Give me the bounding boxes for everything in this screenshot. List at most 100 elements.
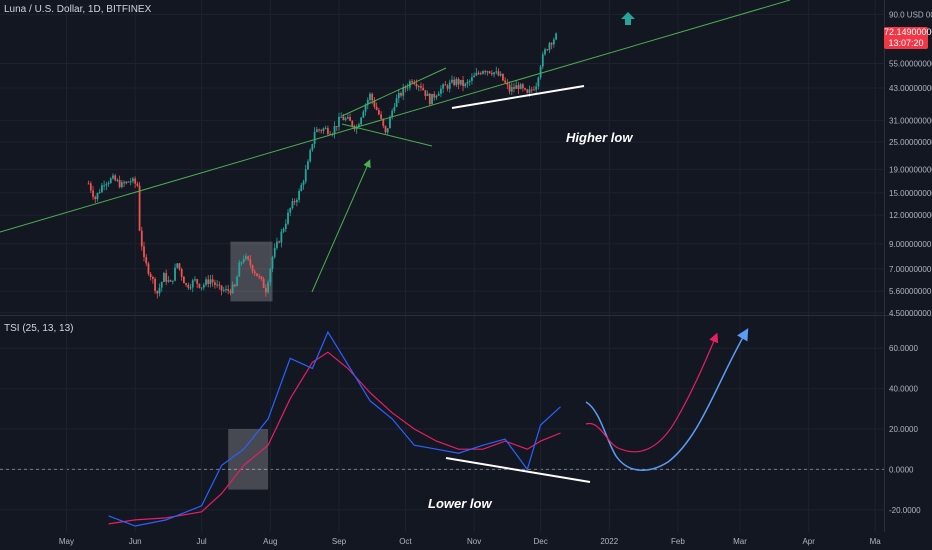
candle-body — [484, 71, 487, 73]
price-candle — [180, 267, 183, 281]
tsi-tick-label: 20.0000 — [889, 425, 918, 434]
price-candle — [464, 82, 467, 88]
price-candle — [541, 51, 544, 70]
price-candle — [415, 79, 418, 90]
breakout-arrow — [311, 159, 371, 293]
candle-body — [475, 72, 478, 76]
tsi-signal-line — [108, 351, 561, 525]
candle-body — [506, 82, 509, 85]
price-candle — [262, 276, 265, 289]
candle-body — [404, 87, 407, 89]
price-axis[interactable]: 90.0 USD 000 55.00000000 43.00000000 31.000… — [889, 10, 932, 317]
price-candle — [315, 126, 318, 133]
candle-body — [375, 106, 378, 110]
price-candle — [256, 273, 258, 277]
candle-body — [98, 192, 101, 194]
price-candle — [439, 85, 442, 98]
candle-body — [136, 183, 139, 186]
candle-body — [227, 289, 230, 291]
price-candle — [158, 283, 161, 297]
candle-body — [163, 273, 165, 283]
candle-body — [156, 290, 159, 294]
candle-body — [92, 190, 94, 197]
price-candle — [442, 82, 445, 94]
candle-body — [504, 80, 507, 83]
time-axis[interactable]: May Jun Jul Aug Sep Oct Nov Dec 2022 Feb Mar Apr Ma — [59, 537, 881, 546]
price-candle — [513, 82, 515, 93]
price-candle — [344, 116, 347, 122]
candle-body — [313, 131, 316, 144]
time-tick-label: Apr — [802, 537, 815, 546]
price-candle — [238, 259, 241, 277]
candle-body — [182, 276, 185, 284]
candle-body — [114, 175, 117, 181]
time-tick-label: 2022 — [600, 537, 618, 546]
candle-body — [324, 128, 327, 130]
price-candle — [291, 198, 294, 210]
candle-body — [256, 273, 258, 277]
price-candle — [324, 125, 327, 130]
candle-body — [393, 106, 396, 111]
candle-body — [320, 130, 323, 132]
candle-body — [490, 73, 493, 75]
price-candle — [406, 83, 409, 92]
candle-body — [222, 290, 225, 292]
price-candle — [477, 70, 480, 76]
candle-body — [479, 73, 482, 75]
price-candle — [453, 76, 456, 87]
price-candle — [451, 75, 453, 84]
tsi-axis[interactable]: 60.0000 40.0000 20.0000 0.0000 -20.0000 — [889, 344, 921, 515]
candle-body — [377, 109, 380, 115]
price-candle — [448, 79, 451, 93]
projected-signal-curve — [585, 332, 719, 453]
candle-body — [486, 71, 489, 73]
candle-body — [477, 72, 480, 74]
price-candle — [247, 255, 250, 262]
price-candle — [393, 103, 396, 113]
candle-body — [373, 100, 376, 107]
candle-body — [437, 93, 440, 96]
higher-low-support-line — [451, 85, 585, 109]
price-candle — [466, 79, 469, 88]
candle-body — [103, 185, 106, 187]
price-candle — [475, 67, 478, 77]
candle-body — [530, 89, 533, 91]
candle-body — [550, 43, 553, 45]
candle-body — [448, 82, 451, 89]
price-candle — [349, 113, 351, 121]
candle-body — [444, 84, 447, 86]
price-candle — [264, 284, 267, 297]
price-tick-label: 43.00000000 — [889, 84, 932, 93]
candle-body — [433, 93, 436, 98]
price-candle — [134, 176, 137, 188]
price-candle — [207, 275, 210, 288]
candle-body — [482, 71, 484, 74]
candle-body — [125, 181, 128, 184]
price-candle — [231, 281, 234, 294]
price-candle — [171, 280, 174, 285]
price-candle — [471, 73, 473, 85]
candle-body — [499, 73, 502, 76]
price-candle — [508, 81, 511, 95]
price-candle — [555, 32, 558, 41]
candle-body — [446, 85, 449, 89]
price-candle — [260, 275, 263, 281]
price-candle — [163, 271, 165, 283]
price-candle — [380, 110, 382, 120]
price-candle — [105, 181, 108, 191]
tsi-tick-label: -20.0000 — [889, 506, 921, 515]
wedge-upper-line — [341, 67, 447, 117]
price-tick-label: 9.00000000 — [889, 240, 932, 249]
candle-body — [439, 88, 442, 94]
candle-body — [264, 287, 267, 293]
price-candle — [160, 281, 163, 292]
price-candle — [245, 253, 247, 261]
candle-body — [455, 78, 458, 85]
candle-body — [535, 86, 538, 90]
time-tick-label: Sep — [332, 537, 347, 546]
candle-body — [526, 89, 529, 93]
candle-body — [510, 87, 513, 92]
lower-low-line — [445, 457, 591, 483]
candle-body — [202, 284, 205, 288]
